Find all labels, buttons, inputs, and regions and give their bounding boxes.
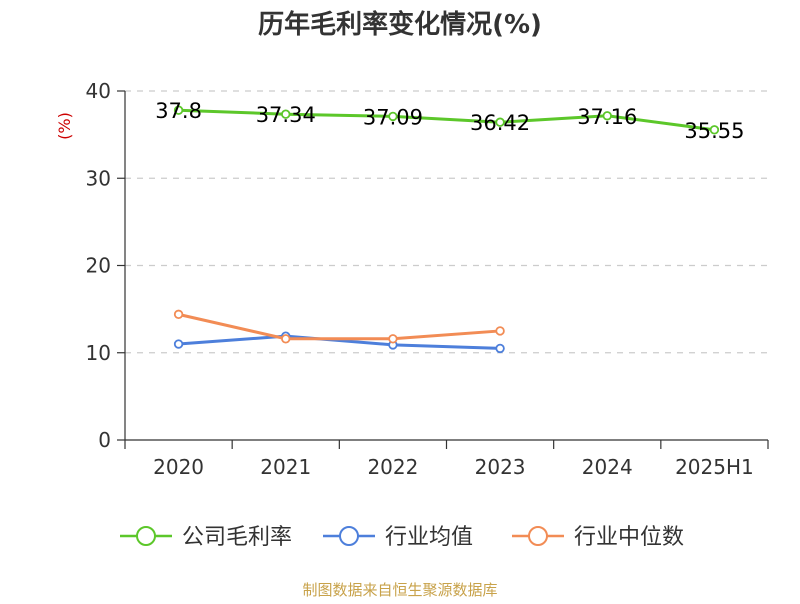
data-point-marker <box>709 125 720 135</box>
y-tick-label: 10 <box>86 341 111 365</box>
data-point-marker <box>173 309 184 320</box>
legend-label: 公司毛利率 <box>182 525 292 550</box>
data-label: 37.09 <box>363 105 423 129</box>
x-tick-label: 2025H1 <box>675 455 754 479</box>
legend-marker <box>136 526 156 546</box>
data-point-marker <box>495 117 505 127</box>
data-point-marker <box>173 105 184 115</box>
data-point-marker <box>388 334 398 344</box>
x-tick-label: 2022 <box>367 455 418 479</box>
y-tick-label: 20 <box>86 254 111 278</box>
data-point-marker <box>281 109 291 119</box>
y-tick-label: 30 <box>86 166 111 190</box>
series-line <box>178 312 501 341</box>
series-lines <box>173 105 720 354</box>
legend-label: 行业均值 <box>385 525 473 550</box>
data-point-marker <box>281 334 291 344</box>
data-label: 37.8 <box>155 99 202 123</box>
data-label: 37.16 <box>577 105 637 129</box>
y-tick-label: 40 <box>86 79 111 103</box>
x-tick-label: 2021 <box>260 455 311 479</box>
data-point-marker <box>495 343 505 354</box>
data-labels: 37.8 37.34 37.09 36.42 37.16 35.55 <box>155 99 744 143</box>
y-axis-unit-label: (%) <box>55 112 74 140</box>
legend-label: 行业中位数 <box>574 525 684 550</box>
legend[interactable]: 公司毛利率 行业均值 行业中位数 <box>120 525 684 550</box>
x-tick-label: 2024 <box>582 455 633 479</box>
data-label: 35.55 <box>684 119 744 143</box>
legend-marker <box>528 526 548 546</box>
data-point-marker <box>173 339 184 349</box>
data-point-marker <box>602 111 612 121</box>
x-tick-label: 2023 <box>475 455 526 479</box>
axes: 0 10 20 30 40 2020 2021 2022 2023 2024 2025H1 <box>86 79 769 479</box>
legend-marker <box>339 526 359 546</box>
data-point-marker <box>388 111 398 122</box>
data-label: 36.42 <box>470 111 530 135</box>
legend-item[interactable]: 行业中位数 <box>512 525 684 550</box>
chart-title: 历年毛利率变化情况(%) <box>258 9 542 40</box>
y-tick-label: 0 <box>98 428 111 452</box>
series-line <box>178 334 501 350</box>
gridlines <box>125 90 768 354</box>
legend-item[interactable]: 公司毛利率 <box>120 525 292 550</box>
data-label: 37.34 <box>256 103 316 127</box>
x-tick-label: 2020 <box>153 455 204 479</box>
data-point-marker <box>495 326 505 336</box>
legend-item[interactable]: 行业均值 <box>323 525 473 550</box>
source-note: 制图数据来自恒生聚源数据库 <box>302 581 497 599</box>
series-line <box>178 108 715 132</box>
